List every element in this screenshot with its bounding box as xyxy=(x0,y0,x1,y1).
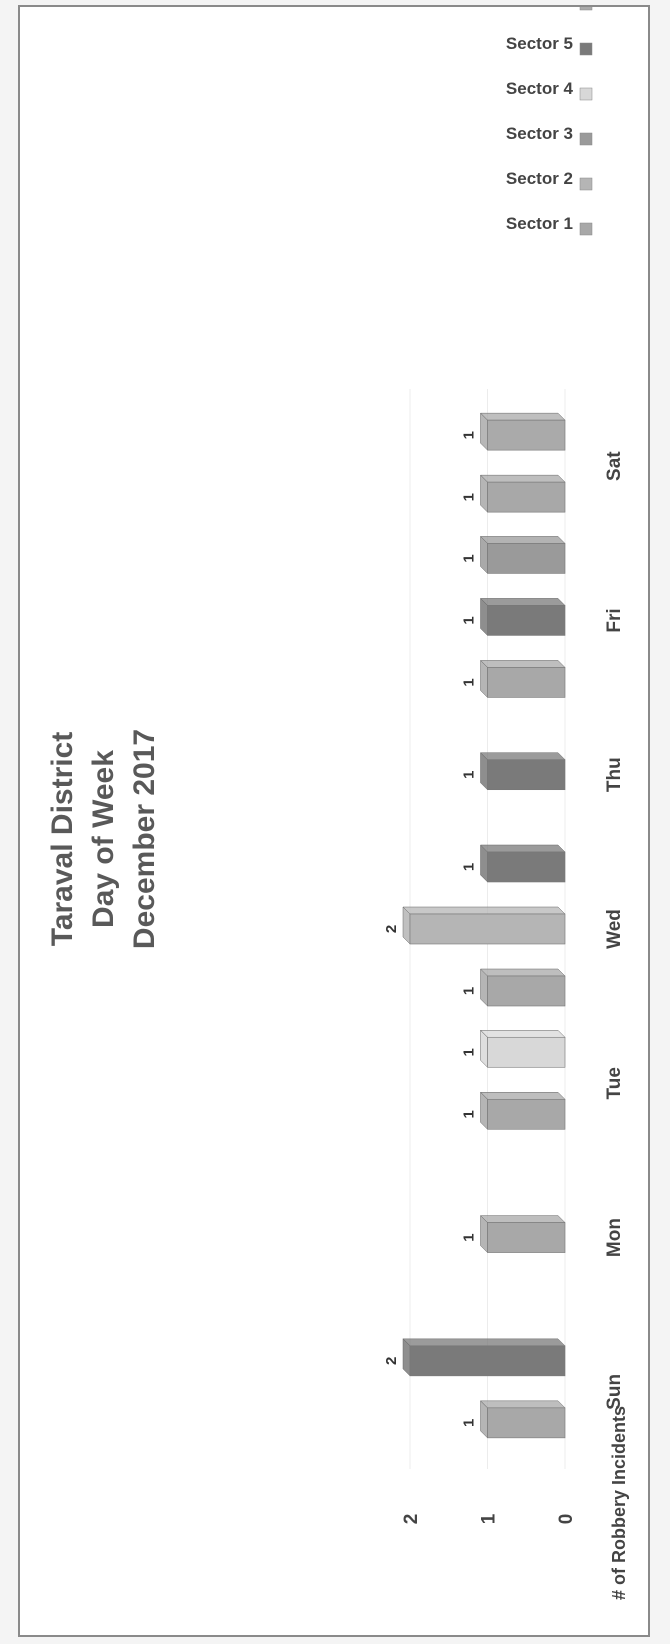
legend-label: Sector 4 xyxy=(506,79,574,98)
x-tick-label-fri: Fri xyxy=(604,608,625,632)
legend-item-sector-3: Sector 3 xyxy=(506,124,593,146)
legend-item-sector-6: Sector 6 xyxy=(506,7,593,11)
bar-fri-sector-1 xyxy=(479,659,566,699)
data-label: 1 xyxy=(461,1110,478,1118)
data-label: 1 xyxy=(461,493,478,501)
legend-swatch xyxy=(579,177,593,191)
legend-swatch xyxy=(579,132,593,146)
data-label: 1 xyxy=(461,431,478,439)
legend-label: Sector 2 xyxy=(506,169,573,188)
y-tick-label: 0 xyxy=(556,1514,577,1525)
bar-fri-sector-5 xyxy=(479,597,566,637)
y-tick-label: 1 xyxy=(479,1513,500,1524)
bar-sat-sector-6 xyxy=(479,412,566,451)
bar-wed-sector-2 xyxy=(402,906,566,945)
legend-swatch xyxy=(579,87,593,101)
legend-label: Sector 6 xyxy=(506,7,573,8)
data-label: 1 xyxy=(461,863,478,871)
data-label: 2 xyxy=(383,925,400,933)
x-tick-label-mon: Mon xyxy=(604,1218,625,1257)
bar-chart: 1 2 1 1 1 1 2 1 1 1 1 1 1 1 0 1 2 Sun Mon Tue Wed Thu Fri Sat… xyxy=(46,7,629,1600)
category-axis: Sun Mon Tue Wed Thu Fri Sat xyxy=(604,451,625,1410)
y-axis-ticks: 0 1 2 xyxy=(401,1513,577,1524)
legend-item-sector-2: Sector 2 xyxy=(506,169,593,191)
bar-thu-sector-5 xyxy=(479,752,566,791)
data-label: 1 xyxy=(461,616,478,624)
legend-label: Sector 5 xyxy=(506,34,573,53)
data-label: 1 xyxy=(461,987,478,995)
data-label: 1 xyxy=(461,1419,478,1427)
legend-item-sector-1: Sector 1 xyxy=(506,214,593,236)
data-label: 2 xyxy=(383,1357,400,1365)
chart-title: Taraval District Day of Week December 20… xyxy=(46,729,161,949)
data-label: 1 xyxy=(461,1048,478,1056)
y-tick-label: 2 xyxy=(401,1514,422,1525)
x-tick-label-tue: Tue xyxy=(604,1067,625,1099)
legend-label: Sector 3 xyxy=(506,124,573,143)
legend-item-sector-4: Sector 4 xyxy=(506,79,593,101)
x-tick-label-wed: Wed xyxy=(604,909,625,949)
legend: Sector 1 Sector 2 Sector 3 Sector 4 Sector 5… xyxy=(506,7,593,236)
chart-title-line-3: December 2017 xyxy=(128,729,161,949)
bar-sun-sector-1 xyxy=(479,1400,566,1439)
legend-swatch xyxy=(579,42,593,56)
bar-sun-sector-5 xyxy=(402,1338,566,1377)
data-label: 1 xyxy=(461,678,478,686)
chart-title-line-2: Day of Week xyxy=(87,750,120,928)
data-label: 1 xyxy=(461,1233,478,1241)
bar-wed-sector-1 xyxy=(479,968,566,1007)
legend-swatch xyxy=(579,7,593,11)
x-tick-label-sat: Sat xyxy=(604,451,625,481)
chart-title-line-1: Taraval District xyxy=(46,732,79,947)
bar-tue-sector-4 xyxy=(479,1029,566,1068)
data-labels: 1 2 1 1 1 1 2 1 1 1 1 1 1 1 xyxy=(383,431,478,1427)
data-label: 1 xyxy=(461,771,478,779)
bar-wed-sector-5 xyxy=(479,844,566,883)
bar-mon-sector-1 xyxy=(479,1214,566,1254)
bar-sat-sector-1 xyxy=(479,474,566,513)
bars xyxy=(402,412,566,1439)
legend-item-sector-5: Sector 5 xyxy=(506,34,593,56)
y-axis-label: # of Robbery Incidents xyxy=(609,1406,629,1600)
legend-label: Sector 1 xyxy=(506,214,573,233)
x-tick-label-sun: Sun xyxy=(604,1374,625,1410)
data-label: 1 xyxy=(461,554,478,562)
bar-fri-sector-3 xyxy=(479,535,566,575)
chart-frame: 1 2 1 1 1 1 2 1 1 1 1 1 1 1 0 1 2 Sun Mon Tue Wed Thu Fri Sat… xyxy=(18,5,650,1637)
legend-swatch xyxy=(579,222,593,236)
x-tick-label-thu: Thu xyxy=(604,757,625,792)
bar-tue-sector-1 xyxy=(479,1091,566,1130)
